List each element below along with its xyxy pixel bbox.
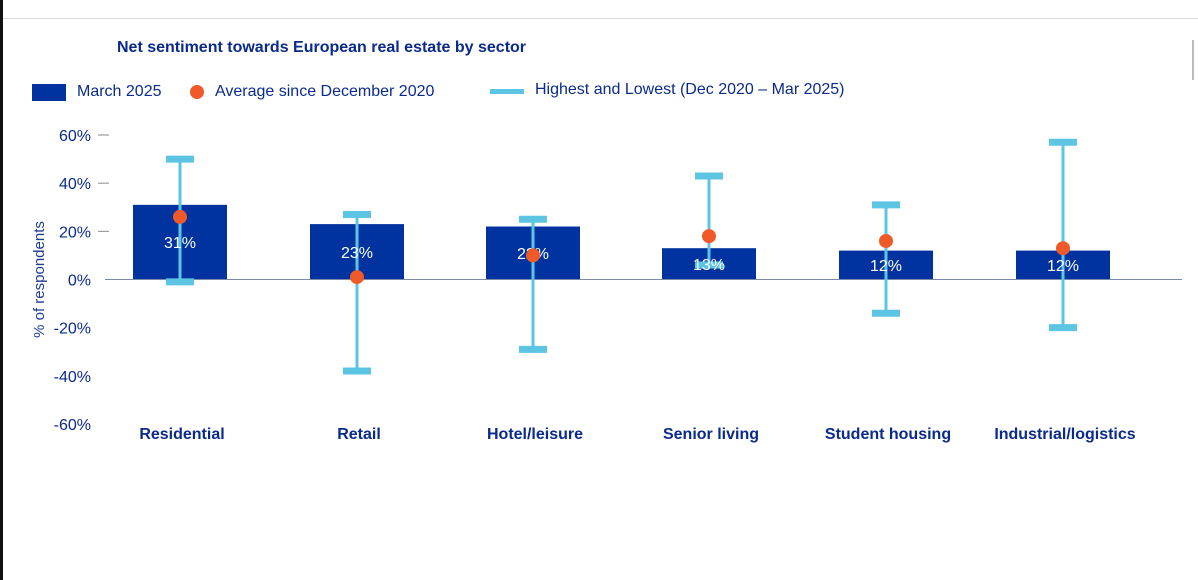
x-category-label: Retail <box>337 426 381 443</box>
x-category-label: Senior living <box>663 426 759 443</box>
y-tick-label: 20% <box>59 224 91 241</box>
bar-value-label: 13% <box>693 257 725 274</box>
average-dot <box>702 229 716 244</box>
legend-bar-label: March 2025 <box>77 83 162 100</box>
legend-bar-swatch <box>32 84 66 101</box>
y-tick-label: -20% <box>54 321 91 338</box>
x-category-label: Student housing <box>825 426 951 443</box>
average-dot <box>879 233 893 248</box>
bar-value-label: 12% <box>1047 258 1079 275</box>
legend-dot-label: Average since December 2020 <box>215 83 435 100</box>
average-dot <box>173 209 187 224</box>
y-tick-label: 0% <box>68 273 91 290</box>
legend-range-swatch <box>490 89 524 94</box>
x-category-label: Industrial/logistics <box>994 426 1135 443</box>
bar-value-label: 12% <box>870 258 902 275</box>
x-category-label: Residential <box>139 426 224 443</box>
bar-value-label: 23% <box>341 245 373 262</box>
bar-value-label: 31% <box>164 235 196 252</box>
scrollbar-edge <box>1192 40 1194 80</box>
window-left-border <box>0 0 3 580</box>
y-tick-label: -40% <box>54 369 91 386</box>
chart-title: Net sentiment towards European real esta… <box>117 39 527 56</box>
y-tick-label: 60% <box>59 128 91 145</box>
average-dot <box>1056 241 1070 256</box>
average-dot <box>350 270 364 285</box>
top-divider <box>3 18 1198 19</box>
x-category-label: Hotel/leisure <box>487 426 583 443</box>
y-tick-label: -60% <box>54 417 91 434</box>
legend-dot-swatch <box>190 85 204 99</box>
y-tick-label: 40% <box>59 176 91 193</box>
y-axis-title: % of respondents <box>31 221 48 338</box>
legend-range-label: Highest and Lowest (Dec 2020 – Mar 2025) <box>535 81 845 98</box>
average-dot <box>526 248 540 263</box>
